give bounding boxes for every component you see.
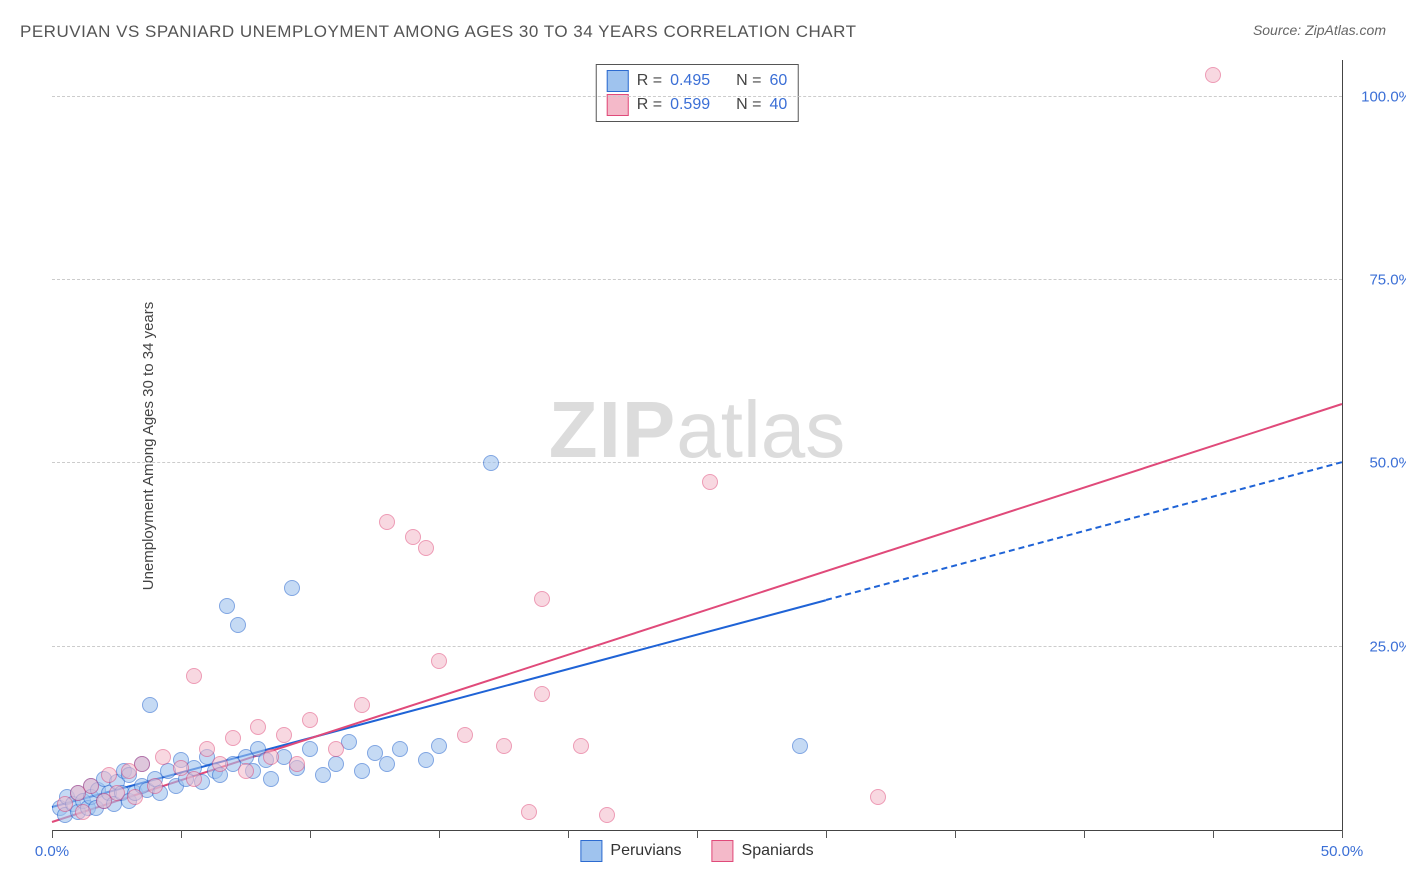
data-point bbox=[379, 756, 395, 772]
data-point bbox=[289, 756, 305, 772]
data-point bbox=[127, 789, 143, 805]
data-point bbox=[534, 591, 550, 607]
chart-title: PERUVIAN VS SPANIARD UNEMPLOYMENT AMONG … bbox=[20, 22, 856, 42]
data-point bbox=[418, 752, 434, 768]
data-point bbox=[212, 756, 228, 772]
data-point bbox=[302, 712, 318, 728]
data-point bbox=[134, 756, 150, 772]
data-point bbox=[392, 741, 408, 757]
y-tick-label: 25.0% bbox=[1352, 638, 1406, 655]
data-point bbox=[109, 785, 125, 801]
x-tick-label: 50.0% bbox=[1321, 843, 1364, 860]
data-point bbox=[302, 741, 318, 757]
stats-row-peruvians: R = 0.495 N = 60 bbox=[607, 69, 788, 93]
x-tick-mark bbox=[52, 830, 53, 838]
data-point bbox=[186, 771, 202, 787]
x-tick-mark bbox=[310, 830, 311, 838]
data-point bbox=[238, 763, 254, 779]
swatch-spaniards bbox=[607, 94, 629, 116]
stat-n-value-peruvians: 60 bbox=[769, 72, 787, 90]
stat-n-value-spaniards: 40 bbox=[769, 96, 787, 114]
data-point bbox=[483, 455, 499, 471]
data-point bbox=[457, 727, 473, 743]
stat-r-value-peruvians: 0.495 bbox=[670, 72, 710, 90]
legend-swatch-peruvians bbox=[580, 840, 602, 862]
watermark-part2: atlas bbox=[676, 385, 845, 474]
data-point bbox=[284, 580, 300, 596]
y-tick-label: 50.0% bbox=[1352, 455, 1406, 472]
data-point bbox=[379, 514, 395, 530]
data-point bbox=[431, 738, 447, 754]
legend-label-peruvians: Peruvians bbox=[610, 842, 681, 860]
swatch-peruvians bbox=[607, 70, 629, 92]
scatter-plot-area: ZIPatlas R = 0.495 N = 60 R = 0.599 N = … bbox=[52, 60, 1343, 831]
data-point bbox=[431, 653, 447, 669]
data-point bbox=[199, 741, 215, 757]
data-point bbox=[521, 804, 537, 820]
data-point bbox=[315, 767, 331, 783]
data-point bbox=[219, 598, 235, 614]
y-tick-label: 75.0% bbox=[1352, 272, 1406, 289]
data-point bbox=[225, 730, 241, 746]
data-point bbox=[870, 789, 886, 805]
source-attribution: Source: ZipAtlas.com bbox=[1253, 22, 1386, 38]
stat-n-label: N = bbox=[736, 96, 761, 114]
data-point bbox=[702, 474, 718, 490]
data-point bbox=[83, 778, 99, 794]
legend-item-spaniards: Spaniards bbox=[712, 840, 814, 862]
data-point bbox=[418, 540, 434, 556]
data-point bbox=[263, 771, 279, 787]
series-legend: Peruvians Spaniards bbox=[580, 840, 813, 862]
data-point bbox=[573, 738, 589, 754]
data-point bbox=[230, 617, 246, 633]
data-point bbox=[354, 697, 370, 713]
data-point bbox=[328, 756, 344, 772]
data-point bbox=[792, 738, 808, 754]
data-point bbox=[599, 807, 615, 823]
data-point bbox=[186, 668, 202, 684]
data-point bbox=[276, 727, 292, 743]
data-point bbox=[328, 741, 344, 757]
x-tick-label: 0.0% bbox=[35, 843, 69, 860]
data-point bbox=[250, 719, 266, 735]
x-tick-mark bbox=[826, 830, 827, 838]
stat-r-value-spaniards: 0.599 bbox=[670, 96, 710, 114]
gridline bbox=[52, 462, 1342, 463]
legend-item-peruvians: Peruvians bbox=[580, 840, 681, 862]
data-point bbox=[354, 763, 370, 779]
data-point bbox=[496, 738, 512, 754]
data-point bbox=[57, 796, 73, 812]
watermark-part1: ZIP bbox=[549, 385, 676, 474]
x-tick-mark bbox=[1213, 830, 1214, 838]
x-tick-mark bbox=[568, 830, 569, 838]
x-tick-mark bbox=[697, 830, 698, 838]
stat-r-label: R = bbox=[637, 96, 662, 114]
data-point bbox=[155, 749, 171, 765]
data-point bbox=[534, 686, 550, 702]
legend-swatch-spaniards bbox=[712, 840, 734, 862]
stat-r-label: R = bbox=[637, 72, 662, 90]
trend-line-extrapolated bbox=[826, 461, 1343, 601]
correlation-stats-box: R = 0.495 N = 60 R = 0.599 N = 40 bbox=[596, 64, 799, 122]
data-point bbox=[1205, 67, 1221, 83]
gridline bbox=[52, 96, 1342, 97]
data-point bbox=[101, 767, 117, 783]
x-tick-mark bbox=[1084, 830, 1085, 838]
y-tick-label: 100.0% bbox=[1352, 88, 1406, 105]
x-tick-mark bbox=[955, 830, 956, 838]
data-point bbox=[263, 749, 279, 765]
gridline bbox=[52, 646, 1342, 647]
legend-label-spaniards: Spaniards bbox=[742, 842, 814, 860]
x-tick-mark bbox=[1342, 830, 1343, 838]
data-point bbox=[75, 804, 91, 820]
data-point bbox=[147, 778, 163, 794]
stat-n-label: N = bbox=[736, 72, 761, 90]
x-tick-mark bbox=[439, 830, 440, 838]
gridline bbox=[52, 279, 1342, 280]
x-tick-mark bbox=[181, 830, 182, 838]
data-point bbox=[142, 697, 158, 713]
